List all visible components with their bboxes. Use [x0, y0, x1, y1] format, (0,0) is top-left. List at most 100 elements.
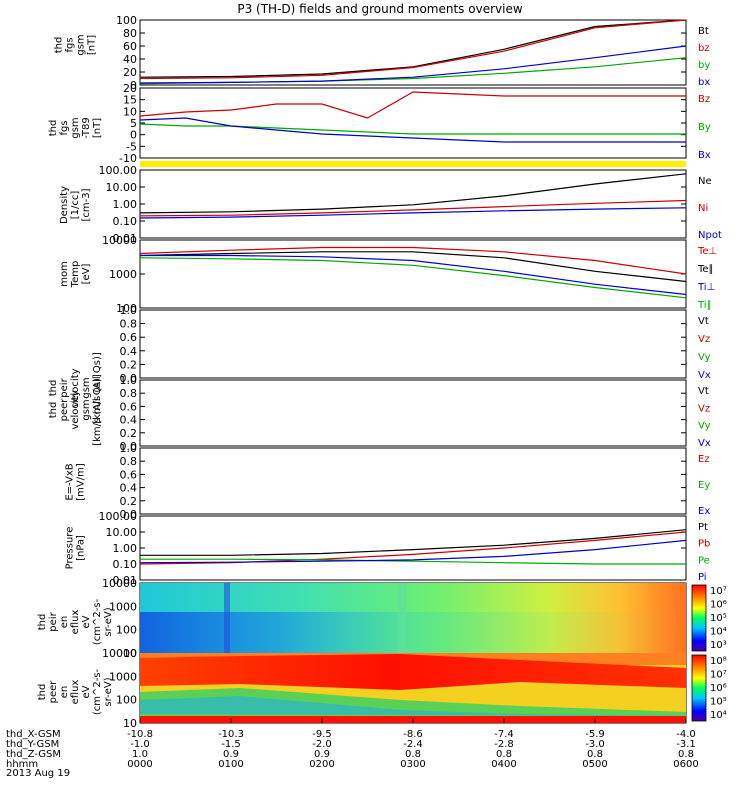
series-line-Ne [139, 173, 687, 214]
y-axis-label-line: fgs [59, 120, 70, 135]
x-row-value: 0100 [218, 759, 243, 770]
legend-label: Vt [698, 316, 709, 327]
legend-label: Vy [698, 352, 711, 363]
x-row-value: 0.8 [496, 749, 512, 760]
legend-label: bz [698, 43, 710, 54]
x-row-value: 0600 [673, 759, 698, 770]
y-axis-label-line: Density [59, 186, 70, 224]
panel-5: 1.00.80.60.40.20.0thdpeirvelocitygsm[km/… [48, 304, 711, 424]
y-axis-label: thdpeirvelocitygsm[km/s (All Qs)] [48, 352, 103, 424]
y-axis-label-line: sr-eV) [103, 677, 114, 706]
y-tick-label: 1.0 [120, 374, 138, 387]
y-axis-label: thdpeerenefluxeV(cm^2-s-sr-eV) [37, 668, 114, 715]
y-tick-label: 0.6 [120, 400, 138, 413]
y-axis-label-line: thd [37, 684, 48, 701]
y-axis-label-line: peer [59, 398, 70, 422]
colorbar-tick-label: 10⁵ [710, 613, 727, 624]
electron-colorbar [691, 654, 707, 722]
series-line-Bz [139, 91, 686, 119]
y-tick-label: 1000 [109, 670, 137, 683]
y-axis-label-line: velocity [70, 390, 81, 429]
series-line-Ti∥ [139, 257, 687, 299]
series-line-by [139, 57, 687, 85]
y-axis-label-line: thd [37, 614, 48, 631]
y-tick-label: 10.00 [106, 181, 138, 194]
x-row-value: 0.9 [223, 749, 239, 760]
legend-label: By [698, 122, 711, 133]
y-axis-label-line: (cm^2-s- [92, 598, 103, 645]
x-row-value: 0.8 [405, 749, 421, 760]
y-tick-label: 0.0 [120, 508, 138, 521]
y-tick-label: 10 [123, 105, 137, 118]
y-axis-label-line: eV [81, 615, 92, 628]
x-row-value: 0300 [400, 759, 425, 770]
panel-frame [139, 447, 687, 515]
y-axis-label-line: sr-eV) [103, 607, 114, 636]
electron-spectrogram-cyan-band [140, 696, 686, 716]
x-row-value: 0400 [491, 759, 516, 770]
ion-spectrogram-spike [224, 583, 230, 653]
y-axis-label-line: velocity [70, 368, 81, 407]
x-row-value: -2.4 [403, 739, 423, 750]
colorbars [691, 584, 707, 722]
legend-label: Bz [698, 94, 710, 105]
y-tick-label: 0.6 [120, 331, 138, 344]
y-tick-label: 0.10 [113, 215, 138, 228]
x-row-label: hhmm [6, 759, 38, 770]
y-axis-label-line: eflux [70, 680, 81, 705]
x-row-value: -5.9 [585, 729, 605, 740]
x-row-value: 0000 [127, 759, 152, 770]
y-tick-label: 40 [123, 53, 137, 66]
y-axis-label: Density[1/cc][cm-3] [59, 186, 92, 224]
panel-3: 100.00 10.00 1.00 0.10 0.01 Density[1/cc][cm-… [59, 164, 722, 245]
x-row-label: thd_X-GSM [6, 729, 61, 740]
series-line-bx [139, 45, 687, 84]
colorbar-tick-label: 10⁶ [710, 683, 727, 694]
legend-label: Vy [698, 421, 711, 432]
y-axis-label-line: peer [48, 680, 59, 704]
series-line-Bt [139, 19, 687, 78]
series-line-bz [139, 19, 687, 80]
y-axis-label: Pressure[nPa] [65, 527, 87, 570]
figure-title: P3 (TH-D) fields and ground moments over… [237, 2, 522, 16]
y-tick-label: 0.2 [120, 427, 138, 440]
y-tick-label: 10.00 [106, 526, 138, 539]
legend-label: Pt [698, 522, 708, 533]
x-axis-block: thd_X-GSM -10.8 -10.3 -9.5 -8.6 -7.4 -5.9 -4.0 t… [6, 718, 699, 770]
y-axis-label: thdfgsgsm[nT] [54, 34, 98, 55]
y-tick-label: 10 [123, 647, 137, 660]
legend-label: Pi [698, 572, 707, 583]
y-tick-label: 10000 [102, 647, 137, 660]
heatmap-art [140, 583, 686, 723]
x-row-value: -7.4 [494, 729, 514, 740]
y-axis-label-line: thd [48, 380, 59, 397]
y-tick-label: 0.4 [120, 482, 138, 495]
y-axis-label-line: Temp [70, 261, 81, 289]
y-tick-label: 10000 [102, 234, 137, 247]
legend-label: Ti∥ [697, 300, 712, 311]
x-row-value: -2.0 [312, 739, 332, 750]
y-axis-label-line: thd [54, 37, 65, 54]
y-axis-label: thdpeervelocitygsm[km/s (All Qs)] [48, 374, 103, 446]
colorbar-tick-label: 10⁷ [710, 586, 727, 597]
colorbar-tick-label: 10⁴ [710, 627, 727, 638]
series-line-Ti⊥ [140, 254, 687, 296]
y-tick-label: 100.00 [99, 164, 138, 177]
x-row-value: 0.8 [678, 749, 694, 760]
y-axis-label-line: Pressure [65, 527, 76, 570]
y-axis-label-line: E=-VxB [65, 463, 76, 500]
y-axis-label-line: gsm [81, 399, 92, 420]
y-axis-label-line: peir [59, 377, 70, 397]
y-tick-label: 0.8 [120, 387, 138, 400]
y-tick-label: 20 [123, 66, 137, 79]
y-axis-label: thdfgsgsm-T89[nT] [48, 117, 103, 139]
x-row-value: 0500 [582, 759, 607, 770]
series-line-Npot [139, 207, 687, 219]
x-row-value: -3.1 [676, 739, 696, 750]
legend-label: Te∥ [697, 264, 714, 275]
y-tick-label: 100 [116, 624, 137, 637]
series-line-Te∥ [139, 251, 687, 283]
